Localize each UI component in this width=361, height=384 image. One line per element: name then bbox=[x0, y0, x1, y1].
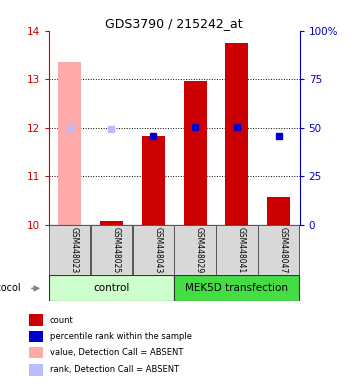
Bar bbox=[174, 275, 299, 301]
Bar bbox=[91, 225, 132, 275]
Text: GSM448029: GSM448029 bbox=[195, 227, 204, 273]
Bar bbox=[29, 347, 43, 358]
Bar bbox=[184, 81, 206, 225]
Bar bbox=[174, 225, 216, 275]
Bar bbox=[29, 314, 43, 326]
Bar bbox=[267, 197, 290, 225]
Bar bbox=[49, 275, 174, 301]
Text: GSM448041: GSM448041 bbox=[237, 227, 246, 273]
Bar bbox=[216, 225, 258, 275]
Bar bbox=[258, 225, 299, 275]
Bar bbox=[29, 331, 43, 342]
Text: percentile rank within the sample: percentile rank within the sample bbox=[50, 332, 192, 341]
Bar bbox=[58, 62, 81, 225]
Text: GSM448023: GSM448023 bbox=[70, 227, 79, 273]
Text: GSM448047: GSM448047 bbox=[279, 227, 288, 273]
Bar bbox=[142, 136, 165, 225]
Text: rank, Detection Call = ABSENT: rank, Detection Call = ABSENT bbox=[50, 366, 179, 374]
Text: GSM448025: GSM448025 bbox=[112, 227, 121, 273]
Text: value, Detection Call = ABSENT: value, Detection Call = ABSENT bbox=[50, 348, 183, 357]
Bar bbox=[225, 43, 248, 225]
Bar bbox=[29, 364, 43, 376]
Text: control: control bbox=[93, 283, 130, 293]
Text: GSM448043: GSM448043 bbox=[153, 227, 162, 273]
Title: GDS3790 / 215242_at: GDS3790 / 215242_at bbox=[105, 17, 243, 30]
Text: protocol: protocol bbox=[0, 283, 21, 293]
Text: MEK5D transfection: MEK5D transfection bbox=[186, 283, 288, 293]
Text: count: count bbox=[50, 316, 73, 325]
Bar bbox=[49, 225, 90, 275]
Bar bbox=[132, 225, 174, 275]
Bar bbox=[100, 221, 123, 225]
